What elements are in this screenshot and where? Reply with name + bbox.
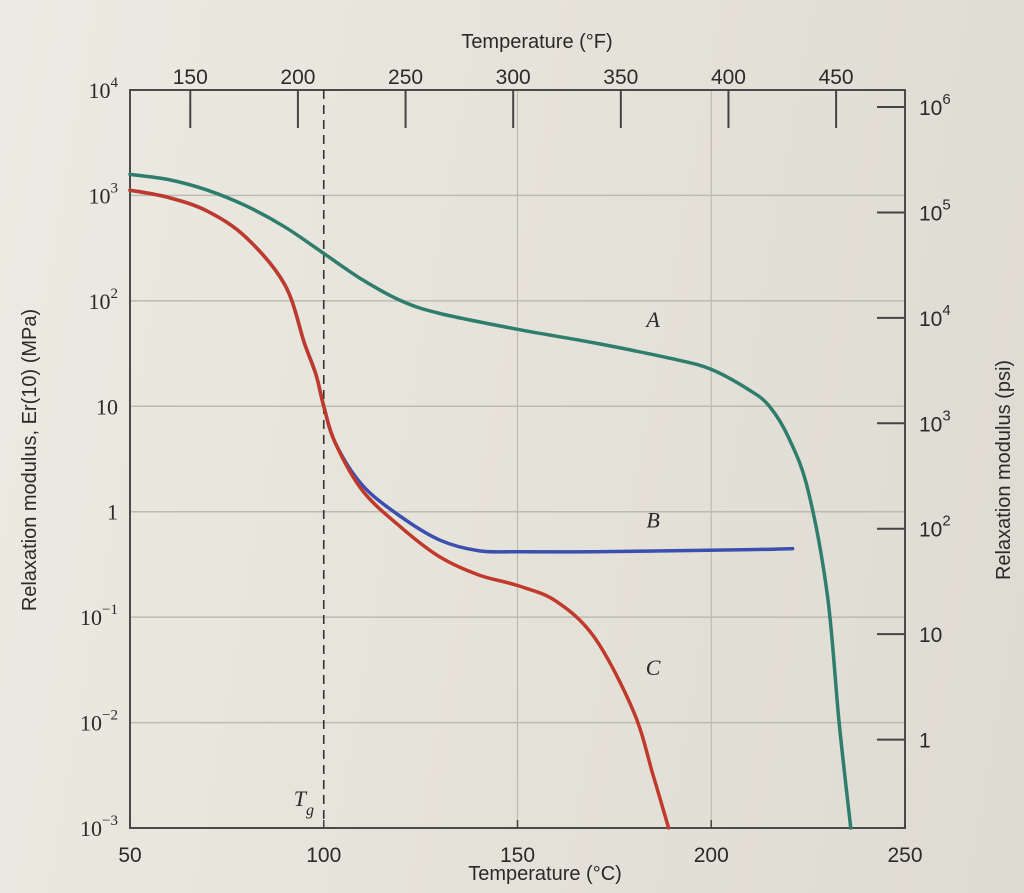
- y-right-tick-base: 10: [919, 519, 942, 542]
- x-tick-label: 150: [500, 844, 535, 867]
- y-right-tick-label: 106: [919, 91, 951, 120]
- y-tick-base: 10: [80, 711, 102, 736]
- y-right-axis-title: Relaxation modulus (psi): [993, 360, 1015, 580]
- series-line-b: [128, 188, 795, 554]
- y-right-tick-base: 10: [919, 308, 942, 331]
- y-tick-exponent: 3: [111, 180, 119, 196]
- y-tick-label: 104: [89, 75, 119, 103]
- curve-label-a: A: [644, 307, 660, 332]
- x-tick-label: 200: [694, 844, 729, 867]
- grid: [130, 90, 905, 828]
- y-left-axis-title: Relaxation modulus, Er(10) (MPa): [19, 309, 41, 611]
- x-top-tick-label: 200: [280, 66, 315, 89]
- x-tick-label: 50: [118, 844, 141, 867]
- y-right-tick-label: 102: [919, 513, 951, 542]
- y-tick-base: 10: [80, 816, 102, 841]
- x-top-tick-label: 150: [173, 66, 208, 89]
- curve-label-c: C: [646, 655, 661, 680]
- x-tick-label: 100: [306, 844, 341, 867]
- x-top-tick-label: 450: [819, 66, 854, 89]
- tg-label: Tg: [294, 786, 314, 819]
- y-tick-label: 10−2: [80, 708, 118, 736]
- x-top-tick-label: 300: [496, 66, 531, 89]
- tg-subscript: g: [306, 802, 314, 819]
- y-tick-label: 10−3: [80, 813, 118, 841]
- x-top-tick-label: 250: [388, 66, 423, 89]
- y-right-tick-label: 104: [919, 302, 951, 331]
- y-right-tick-exponent: 3: [942, 407, 950, 424]
- y-tick-base: 10: [89, 78, 111, 103]
- y-right-tick-base: 10: [919, 97, 942, 120]
- x-top-tick-label: 400: [711, 66, 746, 89]
- y-right-tick-exponent: 5: [942, 196, 950, 213]
- y-right-tick-label: 103: [919, 407, 951, 436]
- x-tick-label: 250: [887, 844, 922, 867]
- y-right-tick-base: 10: [919, 202, 942, 225]
- y-tick-label: 102: [89, 286, 119, 314]
- y-tick-base: 10: [89, 289, 111, 314]
- y-right-tick-label: 10: [919, 624, 942, 647]
- labels-group: Tg A B C: [294, 307, 661, 818]
- y-right-tick-exponent: 6: [942, 91, 950, 108]
- y-right-tick-label: 105: [919, 196, 951, 225]
- x-top-tick-label: 350: [603, 66, 638, 89]
- curve-label-b: B: [646, 508, 659, 533]
- y-tick-base: 10: [89, 183, 111, 208]
- series-group: [128, 172, 853, 830]
- x-bottom-axis-title: Temperature (°C): [468, 863, 622, 885]
- y-tick-label: 10: [96, 394, 118, 419]
- y-tick-exponent: 4: [111, 75, 119, 91]
- series-line-a: [128, 172, 853, 830]
- y-tick-exponent: −2: [102, 708, 118, 724]
- y-tick-label: 10−1: [80, 602, 118, 630]
- y-tick-label: 103: [89, 180, 119, 208]
- y-right-tick-base: 10: [919, 413, 942, 436]
- y-right-tick-label: 1: [919, 730, 931, 753]
- y-tick-exponent: −3: [102, 813, 118, 829]
- y-tick-exponent: 2: [111, 286, 119, 302]
- y-tick-base: 10: [80, 605, 102, 630]
- y-right-tick-exponent: 4: [942, 302, 950, 319]
- y-tick-exponent: −1: [102, 602, 118, 618]
- y-right-tick-exponent: 2: [942, 513, 950, 530]
- series-line-c: [128, 188, 671, 830]
- x-top-axis-title: Temperature (°F): [461, 31, 612, 53]
- y-tick-label: 1: [107, 500, 118, 525]
